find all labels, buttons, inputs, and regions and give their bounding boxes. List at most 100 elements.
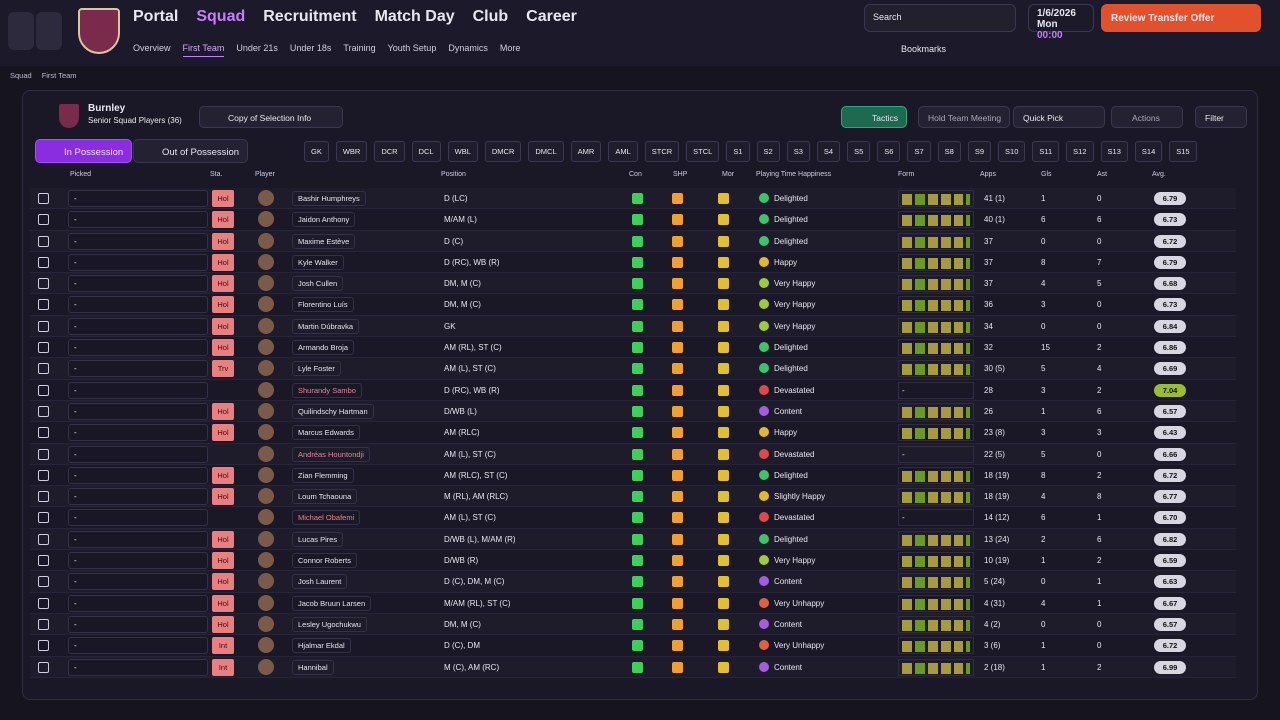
checkbox[interactable] (38, 384, 49, 396)
nav-item[interactable]: Recruitment (263, 8, 357, 25)
player-name[interactable]: Jacob Bruun Larsen (292, 595, 372, 611)
column-header[interactable]: Playing Time Happiness (756, 171, 832, 178)
picked-dropdown[interactable]: - (68, 296, 208, 314)
picked-dropdown[interactable]: - (68, 339, 208, 357)
checkbox[interactable] (38, 533, 49, 545)
picked-dropdown[interactable]: - (68, 488, 208, 506)
picked-dropdown[interactable]: - (68, 381, 208, 399)
position-button[interactable]: DMCR (484, 141, 522, 162)
player-name[interactable]: Andréas Hountondji (292, 446, 370, 462)
player-name[interactable]: Josh Cullen (292, 276, 344, 292)
picked-dropdown[interactable]: - (68, 445, 208, 463)
player-name[interactable]: Bashir Humphreys (292, 191, 366, 206)
position-button[interactable]: S7 (907, 141, 931, 162)
position-button[interactable]: S11 (1032, 141, 1060, 162)
back-button[interactable] (8, 12, 34, 50)
checkbox[interactable] (38, 256, 49, 268)
player-row[interactable]: - Hol Bashir Humphreys D (LC) Delighted 41 (1… (30, 188, 1236, 210)
position-button[interactable]: S13 (1100, 141, 1128, 162)
column-header[interactable]: Sta. (210, 171, 223, 178)
picked-dropdown[interactable]: - (68, 594, 208, 612)
player-name[interactable]: Kyle Walker (292, 254, 344, 270)
player-row[interactable]: - Hol Josh Cullen DM, M (C) Very Happy 37 4 5 6.… (30, 273, 1236, 295)
subnav-item[interactable]: Under 18s (289, 43, 332, 53)
picked-dropdown[interactable]: - (68, 317, 208, 335)
picked-dropdown[interactable]: - (68, 658, 208, 676)
filter[interactable]: Filter (1195, 106, 1247, 128)
player-name[interactable]: Lucas Pires (292, 531, 344, 547)
column-header[interactable]: Picked (70, 171, 92, 178)
player-name[interactable]: Marcus Edwards (292, 425, 360, 441)
player-row[interactable]: - Hol Armando Broja AM (RL), ST (C) Delighte… (30, 337, 1236, 359)
position-button[interactable]: DMCL (528, 141, 564, 162)
copy-selection[interactable]: Copy of Selection Info (199, 106, 343, 128)
bookmarks[interactable]: Bookmarks (901, 44, 947, 54)
position-button[interactable]: S1 (726, 141, 750, 162)
position-button[interactable]: S8 (937, 141, 961, 162)
tactics-button[interactable]: Tactics (841, 106, 907, 128)
picked-dropdown[interactable]: - (68, 211, 208, 229)
column-header[interactable]: Form (898, 171, 915, 178)
position-button[interactable]: S2 (756, 141, 780, 162)
player-name[interactable]: Loum Tchaouna (292, 489, 358, 505)
position-button[interactable]: AMR (570, 141, 602, 162)
checkbox[interactable] (38, 193, 49, 204)
checkbox[interactable] (38, 235, 49, 247)
checkbox[interactable] (38, 576, 49, 588)
picked-dropdown[interactable]: - (68, 360, 208, 378)
subnav-item[interactable]: First Team (182, 43, 225, 57)
subnav-item[interactable]: Training (343, 43, 376, 53)
picked-dropdown[interactable]: - (68, 232, 208, 250)
position-button[interactable]: WBL (447, 141, 478, 162)
column-header[interactable]: Gls (1041, 171, 1052, 178)
actions[interactable]: Actions (1111, 106, 1183, 128)
checkbox[interactable] (38, 640, 49, 652)
picked-dropdown[interactable]: - (68, 509, 208, 527)
checkbox[interactable] (38, 427, 49, 439)
picked-dropdown[interactable]: - (68, 253, 208, 271)
player-row[interactable]: - Hol Maxime Estève D (C) Delighted 37 0 0 6.72 (30, 230, 1236, 252)
player-row[interactable]: - Hol Josh Laurent D (C), DM, M (C) Content 5… (30, 571, 1236, 593)
column-header[interactable]: Apps (980, 171, 996, 178)
picked-dropdown[interactable]: - (68, 637, 208, 655)
picked-dropdown[interactable]: - (68, 573, 208, 591)
checkbox[interactable] (38, 491, 49, 503)
position-button[interactable]: S3 (786, 141, 810, 162)
subnav-item[interactable]: Youth Setup (387, 43, 437, 53)
date-box[interactable]: 1/6/2026 Mon 00:00 (1028, 4, 1094, 41)
checkbox[interactable] (38, 320, 49, 332)
position-button[interactable]: S9 (967, 141, 992, 162)
picked-dropdown[interactable]: - (68, 190, 208, 207)
player-row[interactable]: - Hol Marcus Edwards AM (RLC) Happy 23 (8) 3 3 6… (30, 422, 1236, 444)
team-meeting[interactable]: Hold Team Meeting (918, 106, 1010, 128)
picked-dropdown[interactable]: - (68, 275, 208, 293)
nav-item[interactable]: Portal (133, 8, 179, 25)
picked-dropdown[interactable]: - (68, 530, 208, 548)
player-name[interactable]: Quilindschy Hartman (292, 403, 374, 419)
checkbox[interactable] (38, 278, 49, 290)
player-name[interactable]: Hjalmar Ekdal (292, 638, 351, 654)
player-name[interactable]: Zian Flemming (292, 467, 354, 483)
player-name[interactable]: Josh Laurent (292, 574, 348, 590)
column-header[interactable]: Con (629, 171, 642, 178)
tab-out-of-possession[interactable]: Out of Possession (133, 139, 248, 163)
player-row[interactable]: - Shurandy Sambo D (RC), WB (R) Devastated -… (30, 380, 1236, 401)
player-row[interactable]: - Hol Kyle Walker D (RC), WB (R) Happy 37 8 7 6.… (30, 252, 1236, 274)
nav-item[interactable]: Match Day (374, 8, 455, 25)
player-name[interactable]: Armando Broja (292, 340, 355, 356)
player-row[interactable]: - Trv Lyle Foster AM (L), ST (C) Delighted 30… (30, 358, 1236, 380)
review-offer-button[interactable]: Review Transfer Offer (1101, 4, 1261, 32)
position-button[interactable]: AML (608, 141, 638, 162)
picked-dropdown[interactable]: - (68, 424, 208, 442)
checkbox[interactable] (38, 469, 49, 481)
checkbox[interactable] (38, 405, 49, 417)
position-button[interactable]: S15 (1169, 141, 1197, 162)
column-header[interactable]: Position (441, 171, 466, 178)
column-header[interactable]: Player (255, 171, 275, 178)
position-button[interactable]: GK (304, 141, 329, 162)
checkbox[interactable] (38, 342, 49, 354)
position-button[interactable]: DCR (374, 141, 405, 162)
checkbox[interactable] (38, 661, 49, 673)
picked-dropdown[interactable]: - (68, 615, 208, 633)
player-name[interactable]: Jaidon Anthony (292, 212, 356, 228)
